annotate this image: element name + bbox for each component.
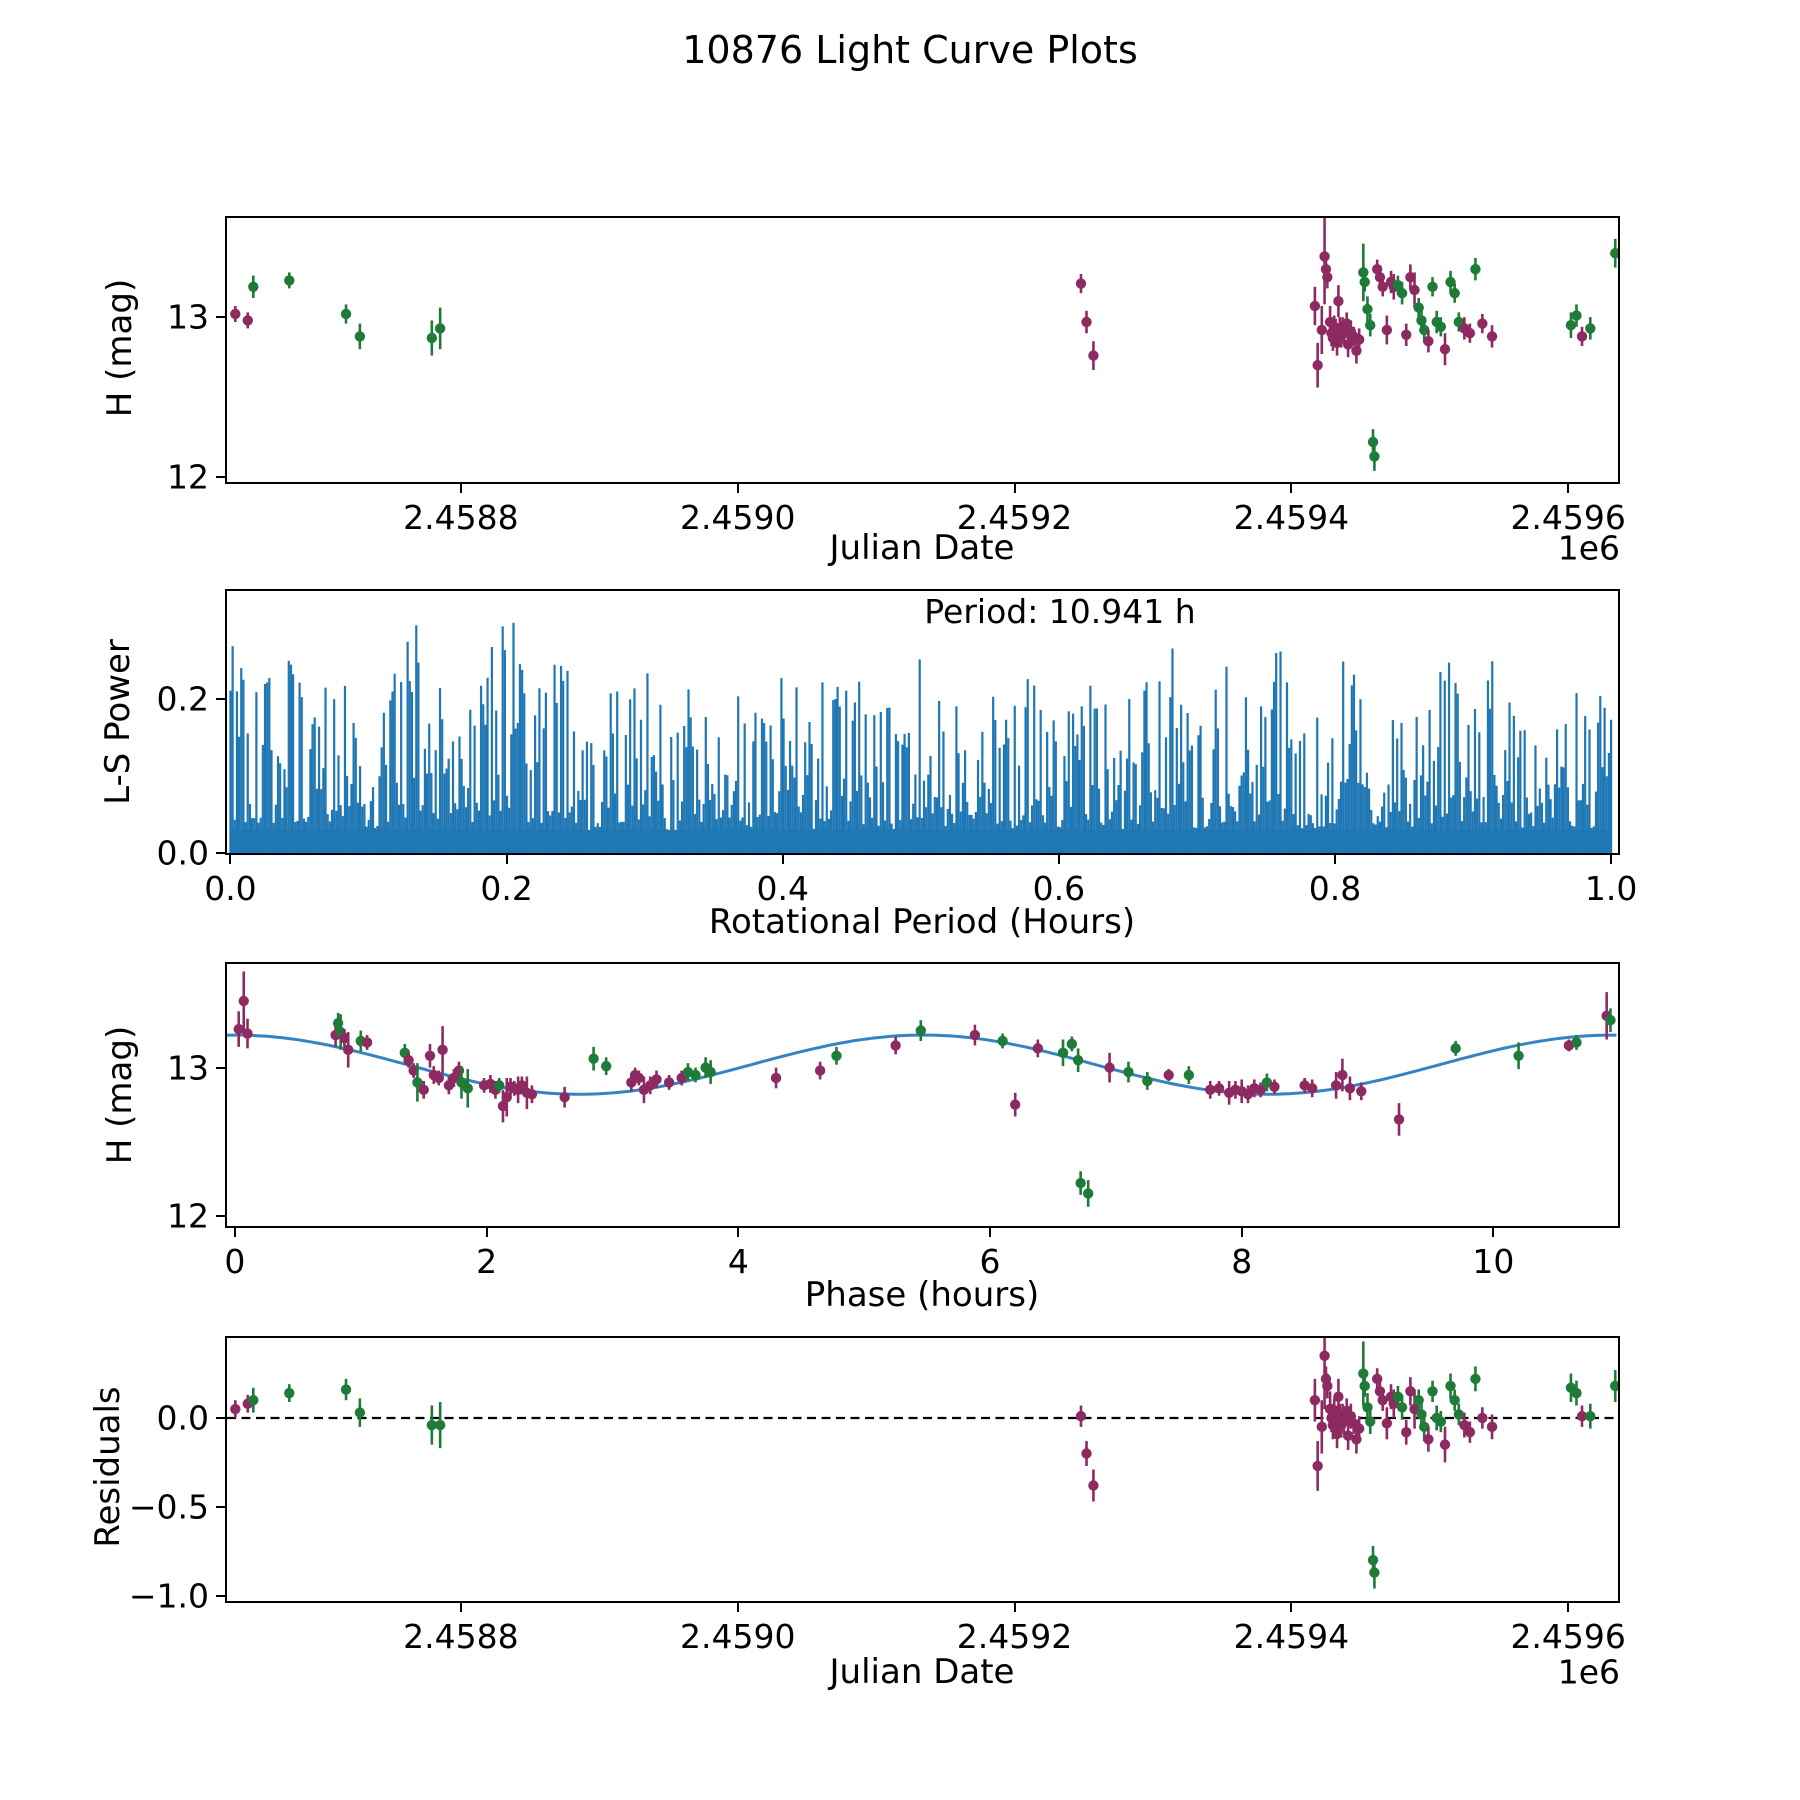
- residuals-canvas: [227, 1338, 1618, 1589]
- y-axis-label-h-mag-top: H (mag): [100, 278, 140, 418]
- y-tick-mark: [216, 1066, 225, 1069]
- x-tick-mark: [505, 855, 508, 864]
- x-tick-label: 2.4588: [403, 498, 519, 537]
- y-tick-label: 12: [167, 457, 209, 497]
- x-tick-label: 0.8: [1308, 869, 1362, 908]
- x-tick-mark: [1057, 855, 1060, 864]
- x-axis-label-julian-date-top: Julian Date: [829, 528, 1015, 568]
- x-tick-label: 2.4590: [679, 498, 796, 537]
- x-tick-mark: [781, 855, 784, 864]
- x-tick-label: 2: [476, 1242, 498, 1281]
- y-tick-mark: [216, 316, 225, 319]
- periodogram-plot: [225, 589, 1620, 855]
- x-tick-mark: [1492, 1228, 1495, 1237]
- x-tick-label: 10: [1472, 1242, 1515, 1281]
- y-tick-label: 0.0: [156, 1398, 209, 1438]
- y-tick-mark: [216, 697, 225, 700]
- phase-folded-canvas: [227, 971, 1617, 1207]
- x-tick-label: 2.4594: [1233, 1617, 1350, 1656]
- periodogram-canvas: [229, 622, 1613, 853]
- x-tick-label: 0.6: [1032, 869, 1086, 908]
- x-tick-mark: [1013, 1603, 1016, 1612]
- x-axis-label-rotational-period: Rotational Period (Hours): [708, 902, 1136, 942]
- x-tick-mark: [736, 484, 739, 493]
- x-tick-mark: [736, 1603, 739, 1612]
- y-tick-mark: [216, 1594, 225, 1597]
- x-tick-label: 2.4594: [1233, 498, 1350, 537]
- x-axis-label-phase-hours: Phase (hours): [804, 1275, 1040, 1315]
- y-tick-label: 0.2: [156, 679, 209, 719]
- residuals-plot: [225, 1336, 1620, 1603]
- y-tick-mark: [216, 1505, 225, 1508]
- figure-title: 10876 Light Curve Plots: [682, 28, 1138, 72]
- y-tick-label: 0.0: [156, 833, 209, 873]
- x-tick-mark: [233, 1228, 236, 1237]
- x-tick-mark: [1333, 855, 1336, 864]
- x-tick-label: 8: [1231, 1242, 1253, 1281]
- jd-magnitude-canvas: [230, 218, 1618, 471]
- period-annotation: Period: 10.941 h: [924, 592, 1196, 631]
- x-tick-mark: [1013, 484, 1016, 493]
- y-tick-label: 13: [167, 297, 209, 337]
- phase-folded-plot: [225, 962, 1620, 1228]
- x-tick-label: 2.4592: [956, 1617, 1073, 1656]
- x-tick-mark: [1610, 855, 1613, 864]
- x-tick-mark: [1240, 1228, 1243, 1237]
- x-tick-label: 0.4: [756, 869, 809, 908]
- y-tick-label: 12: [167, 1196, 209, 1236]
- x-tick-label: 4: [727, 1242, 749, 1281]
- x-tick-label: 2.4588: [403, 1617, 519, 1656]
- x-tick-mark: [1567, 484, 1570, 493]
- y-tick-label: −1.0: [128, 1576, 209, 1616]
- jd-magnitude-plot: [225, 216, 1620, 484]
- x-tick-label: 0.0: [204, 869, 257, 908]
- x-tick-mark: [989, 1228, 992, 1237]
- x-tick-label: 2.4590: [679, 1617, 796, 1656]
- x-tick-mark: [485, 1228, 488, 1237]
- x-tick-mark: [1290, 1603, 1293, 1612]
- y-tick-mark: [216, 1416, 225, 1419]
- y-tick-label: 13: [167, 1048, 209, 1088]
- x-tick-label: 0: [224, 1242, 246, 1281]
- x-tick-label: 2.4592: [956, 498, 1073, 537]
- x-tick-mark: [1290, 484, 1293, 493]
- x-tick-label: 2.4596: [1510, 1617, 1626, 1656]
- y-axis-label-ls-power: L-S Power: [98, 639, 138, 805]
- y-tick-mark: [216, 1214, 225, 1217]
- y-axis-label-residuals: Residuals: [88, 1386, 128, 1548]
- x-axis-offset-1e6-top: 1e6: [1557, 528, 1620, 568]
- y-tick-label: −0.5: [128, 1487, 209, 1527]
- x-tick-label: 2.4596: [1510, 498, 1626, 537]
- x-axis-label-julian-date-bottom: Julian Date: [829, 1652, 1015, 1692]
- y-tick-mark: [216, 852, 225, 854]
- x-tick-mark: [459, 1603, 462, 1612]
- x-tick-label: 0.2: [480, 869, 533, 908]
- x-tick-mark: [737, 1228, 740, 1237]
- x-tick-label: 1.0: [1584, 869, 1638, 908]
- x-tick-mark: [459, 484, 462, 493]
- x-tick-mark: [1567, 1603, 1570, 1612]
- x-tick-mark: [229, 855, 232, 864]
- y-axis-label-h-mag-phase: H (mag): [100, 1025, 140, 1165]
- x-axis-offset-1e6-bottom: 1e6: [1557, 1652, 1620, 1692]
- y-tick-mark: [216, 476, 225, 479]
- x-tick-label: 6: [979, 1242, 1001, 1281]
